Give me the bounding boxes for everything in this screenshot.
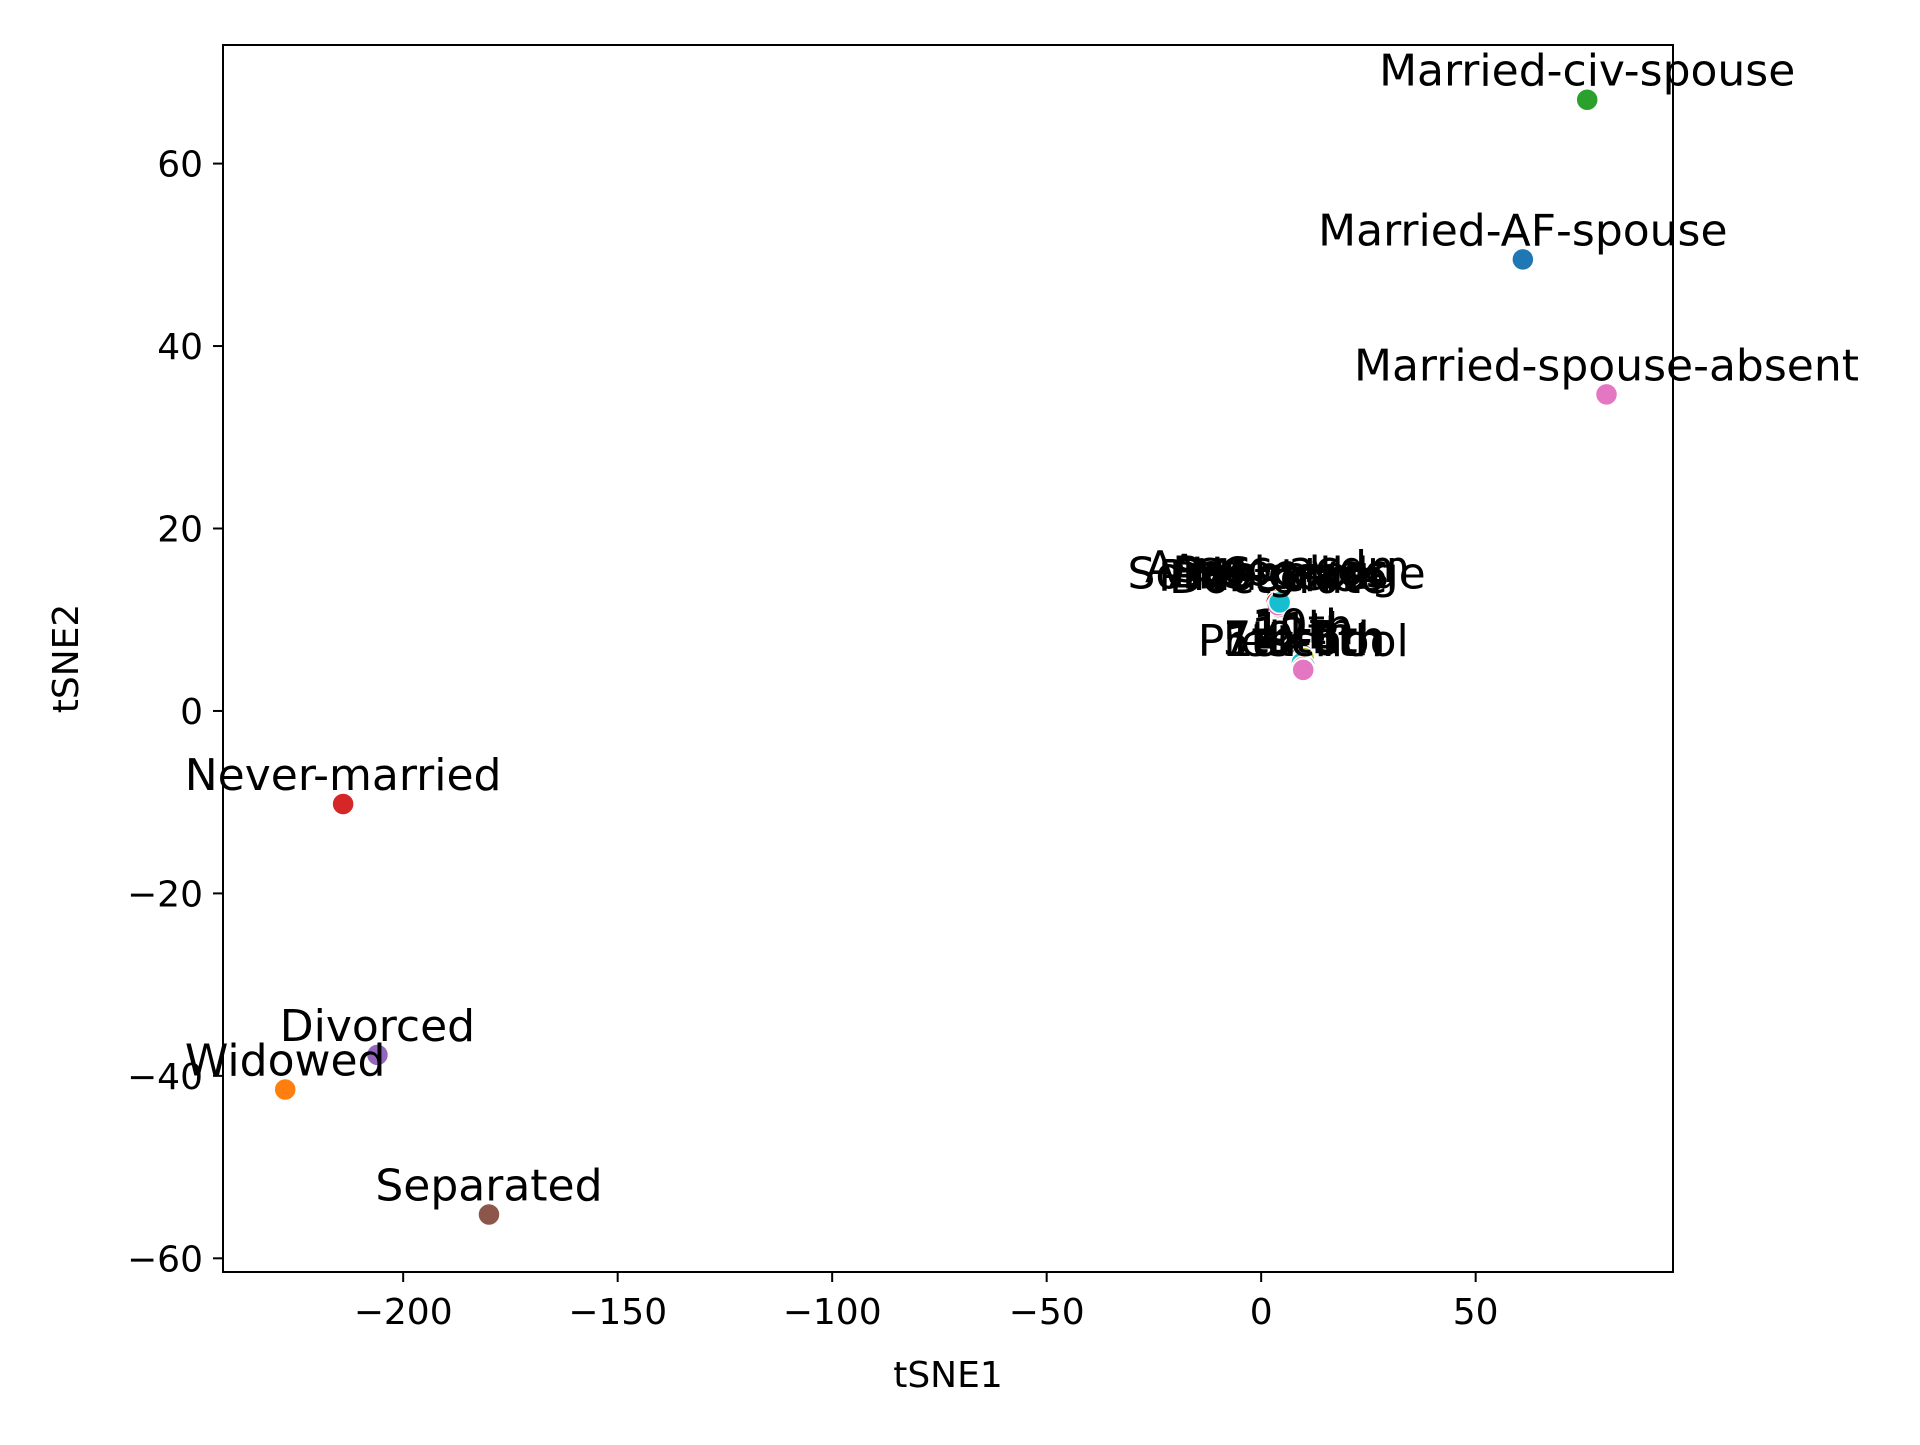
point-label: Separated (375, 1161, 602, 1212)
y-tick-label: 20 (157, 510, 203, 551)
point-label: 7th-8th (1223, 612, 1385, 663)
point-label: Assoc-voc (1169, 546, 1388, 597)
x-tick-label: −150 (568, 1292, 667, 1333)
data-point-divorced (365, 1043, 390, 1067)
data-point-widowed (273, 1077, 297, 1102)
point-label: Preschool (1198, 616, 1409, 667)
x-tick-label: −50 (1009, 1292, 1085, 1333)
x-tick-label: −100 (783, 1292, 882, 1333)
x-tick-label: 50 (1453, 1292, 1499, 1333)
plot-frame (222, 44, 1674, 1273)
x-tick-label: −200 (354, 1292, 453, 1333)
y-tick-label: −20 (127, 874, 203, 915)
point-label: Assoc-acdm (1145, 542, 1410, 593)
point-label: 10th (1252, 600, 1353, 651)
data-point-married-spouse-absent (1594, 382, 1619, 407)
point-label: 11th (1253, 604, 1354, 655)
x-axis-label: tSNE1 (893, 1355, 1003, 1396)
point-label: HS-grad (1191, 548, 1369, 599)
y-tick-label: 60 (157, 145, 203, 186)
data-point-separated (477, 1202, 501, 1227)
point-label: 12th (1251, 609, 1352, 660)
point-labels-layer: Married-civ-spouse Married-AF-spouse Marri… (185, 46, 1859, 1212)
point-label: Bachelors (1172, 547, 1388, 598)
point-label: Doctorate (1169, 553, 1388, 604)
point-label: Married-AF-spouse (1318, 205, 1727, 256)
data-point-preschool (1291, 658, 1315, 682)
point-label: Never-married (185, 750, 502, 801)
data-point-married-civ-spouse (1575, 87, 1599, 112)
y-tick-label: −40 (127, 1057, 203, 1098)
y-axis-label: tSNE2 (46, 604, 87, 714)
point-label: 9th (1266, 613, 1339, 664)
point-label: Some-college (1127, 548, 1425, 599)
point-label: Married-civ-spouse (1379, 46, 1795, 97)
y-tick-label: −60 (127, 1239, 203, 1280)
point-label: 1st-4th (1225, 616, 1382, 667)
point-label: Masters (1193, 550, 1366, 601)
points-layer (273, 87, 1619, 1227)
point-label: Widowed (185, 1036, 386, 1087)
point-label: Prof-school (1158, 551, 1398, 602)
y-tick-label: 40 (157, 327, 203, 368)
point-label: Divorced (280, 1001, 475, 1052)
x-tick-label: 0 (1250, 1292, 1273, 1333)
data-point-never-married (331, 792, 355, 816)
point-label: 5th-6th (1223, 615, 1385, 666)
data-point-hs-grad (1267, 590, 1292, 615)
data-point-married-af-spouse (1511, 247, 1535, 272)
y-tick-label: 0 (180, 692, 203, 733)
point-label: Married-spouse-absent (1354, 340, 1859, 391)
